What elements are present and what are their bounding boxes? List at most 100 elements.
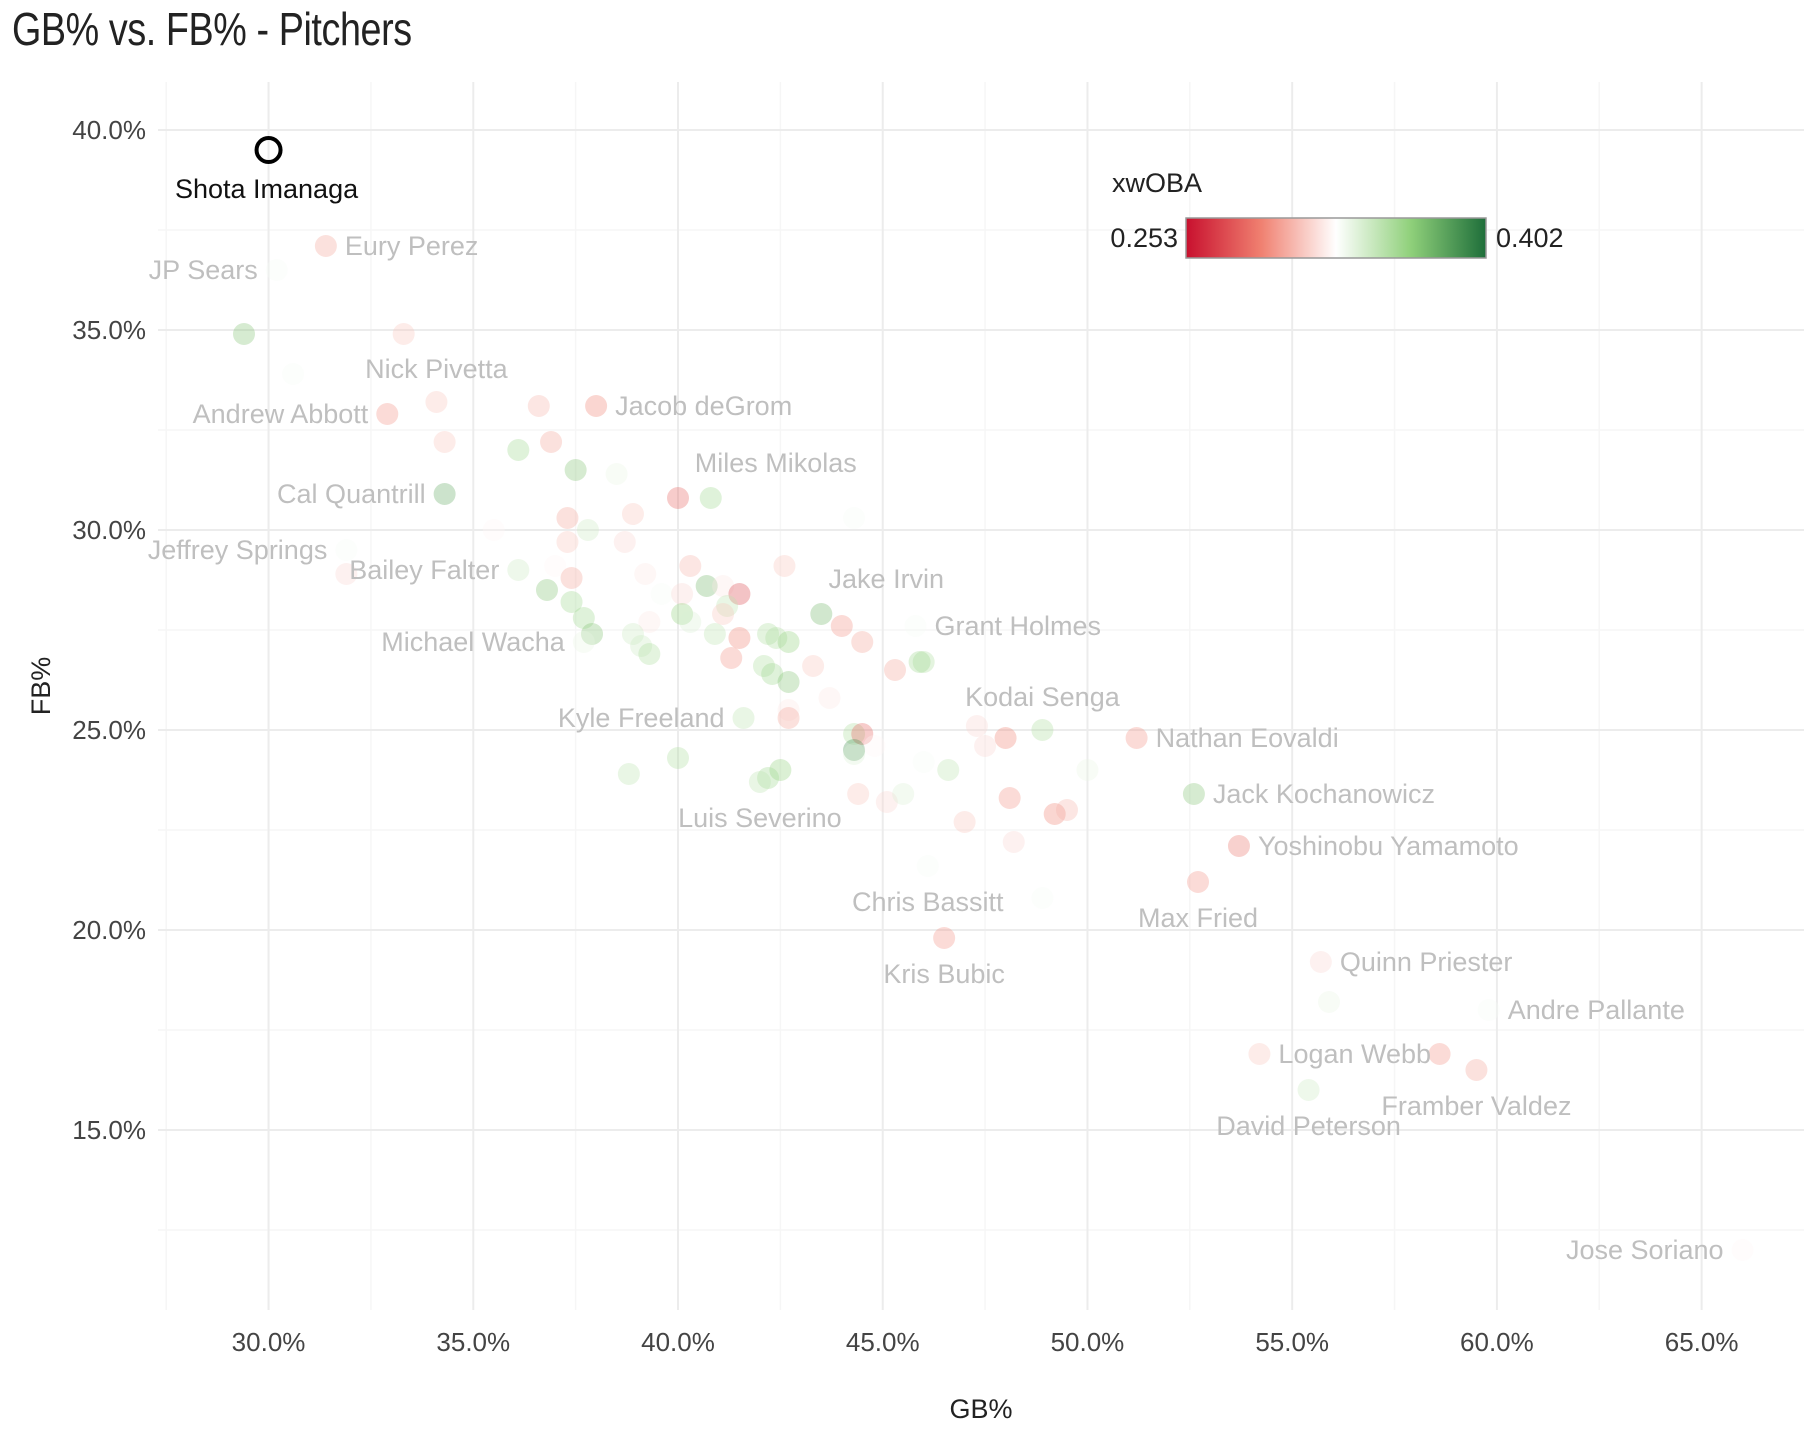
point-label: Nick Pivetta: [365, 354, 509, 384]
data-point: [507, 439, 530, 461]
y-axis-label: FB%: [26, 657, 56, 716]
data-point: [335, 539, 358, 561]
data-point: [667, 487, 690, 509]
point-label: Yoshinobu Yamamoto: [1258, 831, 1519, 861]
point-label: Jake Irvin: [829, 564, 945, 594]
point-label: Andrew Abbott: [193, 399, 369, 429]
data-point: [1309, 951, 1332, 973]
data-point: [527, 395, 550, 417]
data-point: [392, 323, 415, 345]
data-point: [613, 531, 636, 553]
data-points: [232, 235, 1754, 1261]
data-point: [847, 783, 870, 805]
point-label: Andre Pallante: [1508, 995, 1685, 1025]
data-point: [621, 503, 644, 525]
data-point: [560, 567, 583, 589]
data-point: [314, 235, 337, 257]
data-point: [732, 707, 755, 729]
data-point: [777, 671, 800, 693]
point-label: Chris Bassitt: [852, 887, 1004, 917]
point-label: Bailey Falter: [349, 555, 499, 585]
x-tick-label: 35.0%: [436, 1327, 510, 1357]
data-point: [1318, 991, 1341, 1013]
data-point: [679, 611, 702, 633]
data-point: [965, 715, 988, 737]
data-point: [1428, 1043, 1451, 1065]
data-point: [617, 763, 640, 785]
data-point: [703, 623, 726, 645]
data-point: [1043, 803, 1066, 825]
data-point: [1076, 759, 1099, 781]
data-point: [1002, 831, 1025, 853]
legend-colorbar: [1185, 217, 1487, 259]
point-label: Miles Mikolas: [695, 448, 857, 478]
data-point: [1465, 1059, 1488, 1081]
point-label: Framber Valdez: [1381, 1091, 1571, 1121]
data-point: [1182, 783, 1205, 805]
data-point: [937, 759, 960, 781]
data-point: [1297, 1079, 1320, 1101]
y-tick-label: 20.0%: [72, 915, 146, 945]
data-point: [830, 615, 853, 637]
legend-max-label: 0.402: [1496, 223, 1564, 253]
point-label: Max Fried: [1138, 903, 1258, 933]
x-tick-label: 55.0%: [1255, 1327, 1329, 1357]
data-point: [667, 747, 690, 769]
data-point: [433, 431, 456, 453]
data-point: [335, 563, 358, 585]
data-point: [810, 603, 833, 625]
legend-min-label: 0.253: [1110, 223, 1178, 253]
point-label: JP Sears: [149, 255, 258, 285]
data-point: [912, 751, 935, 773]
x-tick-label: 45.0%: [846, 1327, 920, 1357]
chart-title: GB% vs. FB% - Pitchers: [12, 3, 412, 55]
data-point: [884, 659, 907, 681]
point-label: Eury Perez: [345, 231, 479, 261]
x-axis-ticks: 30.0% 35.0% 40.0% 45.0% 50.0% 55.0% 60.0% 65.0%: [232, 1327, 1739, 1357]
data-point: [851, 723, 874, 745]
point-label: Kodai Senga: [965, 682, 1121, 712]
data-point: [638, 643, 661, 665]
data-point: [777, 707, 800, 729]
data-point: [843, 743, 866, 765]
data-point: [560, 591, 583, 613]
data-point: [671, 603, 694, 625]
data-point: [1031, 887, 1054, 909]
data-point: [572, 631, 595, 653]
point-label: Luis Severino: [678, 803, 842, 833]
data-point: [994, 727, 1017, 749]
data-point: [748, 771, 771, 793]
y-tick-label: 15.0%: [72, 1115, 146, 1145]
data-point: [752, 655, 775, 677]
data-point: [761, 663, 784, 685]
data-point: [912, 651, 935, 673]
data-point: [1731, 1239, 1754, 1261]
data-point: [777, 631, 800, 653]
y-axis-ticks: 15.0% 20.0% 25.0% 30.0% 35.0% 40.0%: [72, 115, 146, 1145]
data-point: [650, 583, 673, 605]
data-point: [728, 627, 751, 649]
point-label: Kris Bubic: [883, 959, 1005, 989]
data-point: [1055, 799, 1078, 821]
point-label: Nathan Eovaldi: [1156, 723, 1339, 753]
data-point: [1227, 835, 1250, 857]
data-point: [802, 655, 825, 677]
data-point: [777, 699, 800, 721]
x-axis-label: GB%: [949, 1394, 1012, 1424]
data-point: [1477, 999, 1500, 1021]
data-point: [843, 739, 866, 761]
data-point: [904, 615, 927, 637]
data-point: [851, 631, 874, 653]
xwoba-legend: xwOBA 0.253 0.402: [1110, 168, 1564, 259]
data-point: [998, 787, 1021, 809]
data-point: [630, 635, 653, 657]
data-point: [933, 927, 956, 949]
data-point: [699, 487, 722, 509]
x-tick-label: 65.0%: [1665, 1327, 1739, 1357]
data-point: [908, 651, 931, 673]
data-point: [507, 559, 530, 581]
data-point: [576, 519, 599, 541]
data-point: [425, 391, 448, 413]
data-point: [765, 627, 788, 649]
